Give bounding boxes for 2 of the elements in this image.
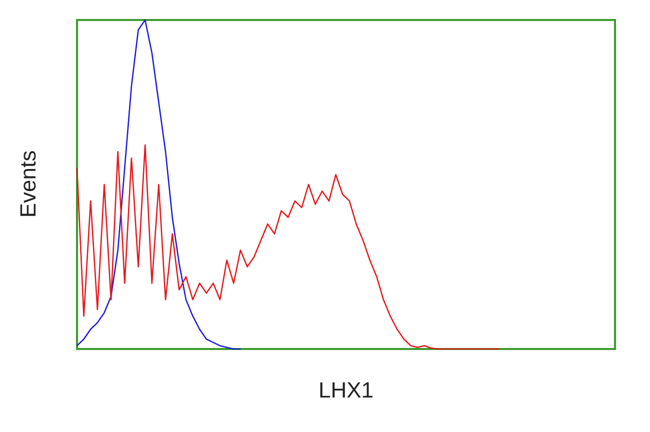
y-axis-title: Events — [16, 150, 40, 218]
x-axis-title: LHX1 — [318, 378, 374, 402]
